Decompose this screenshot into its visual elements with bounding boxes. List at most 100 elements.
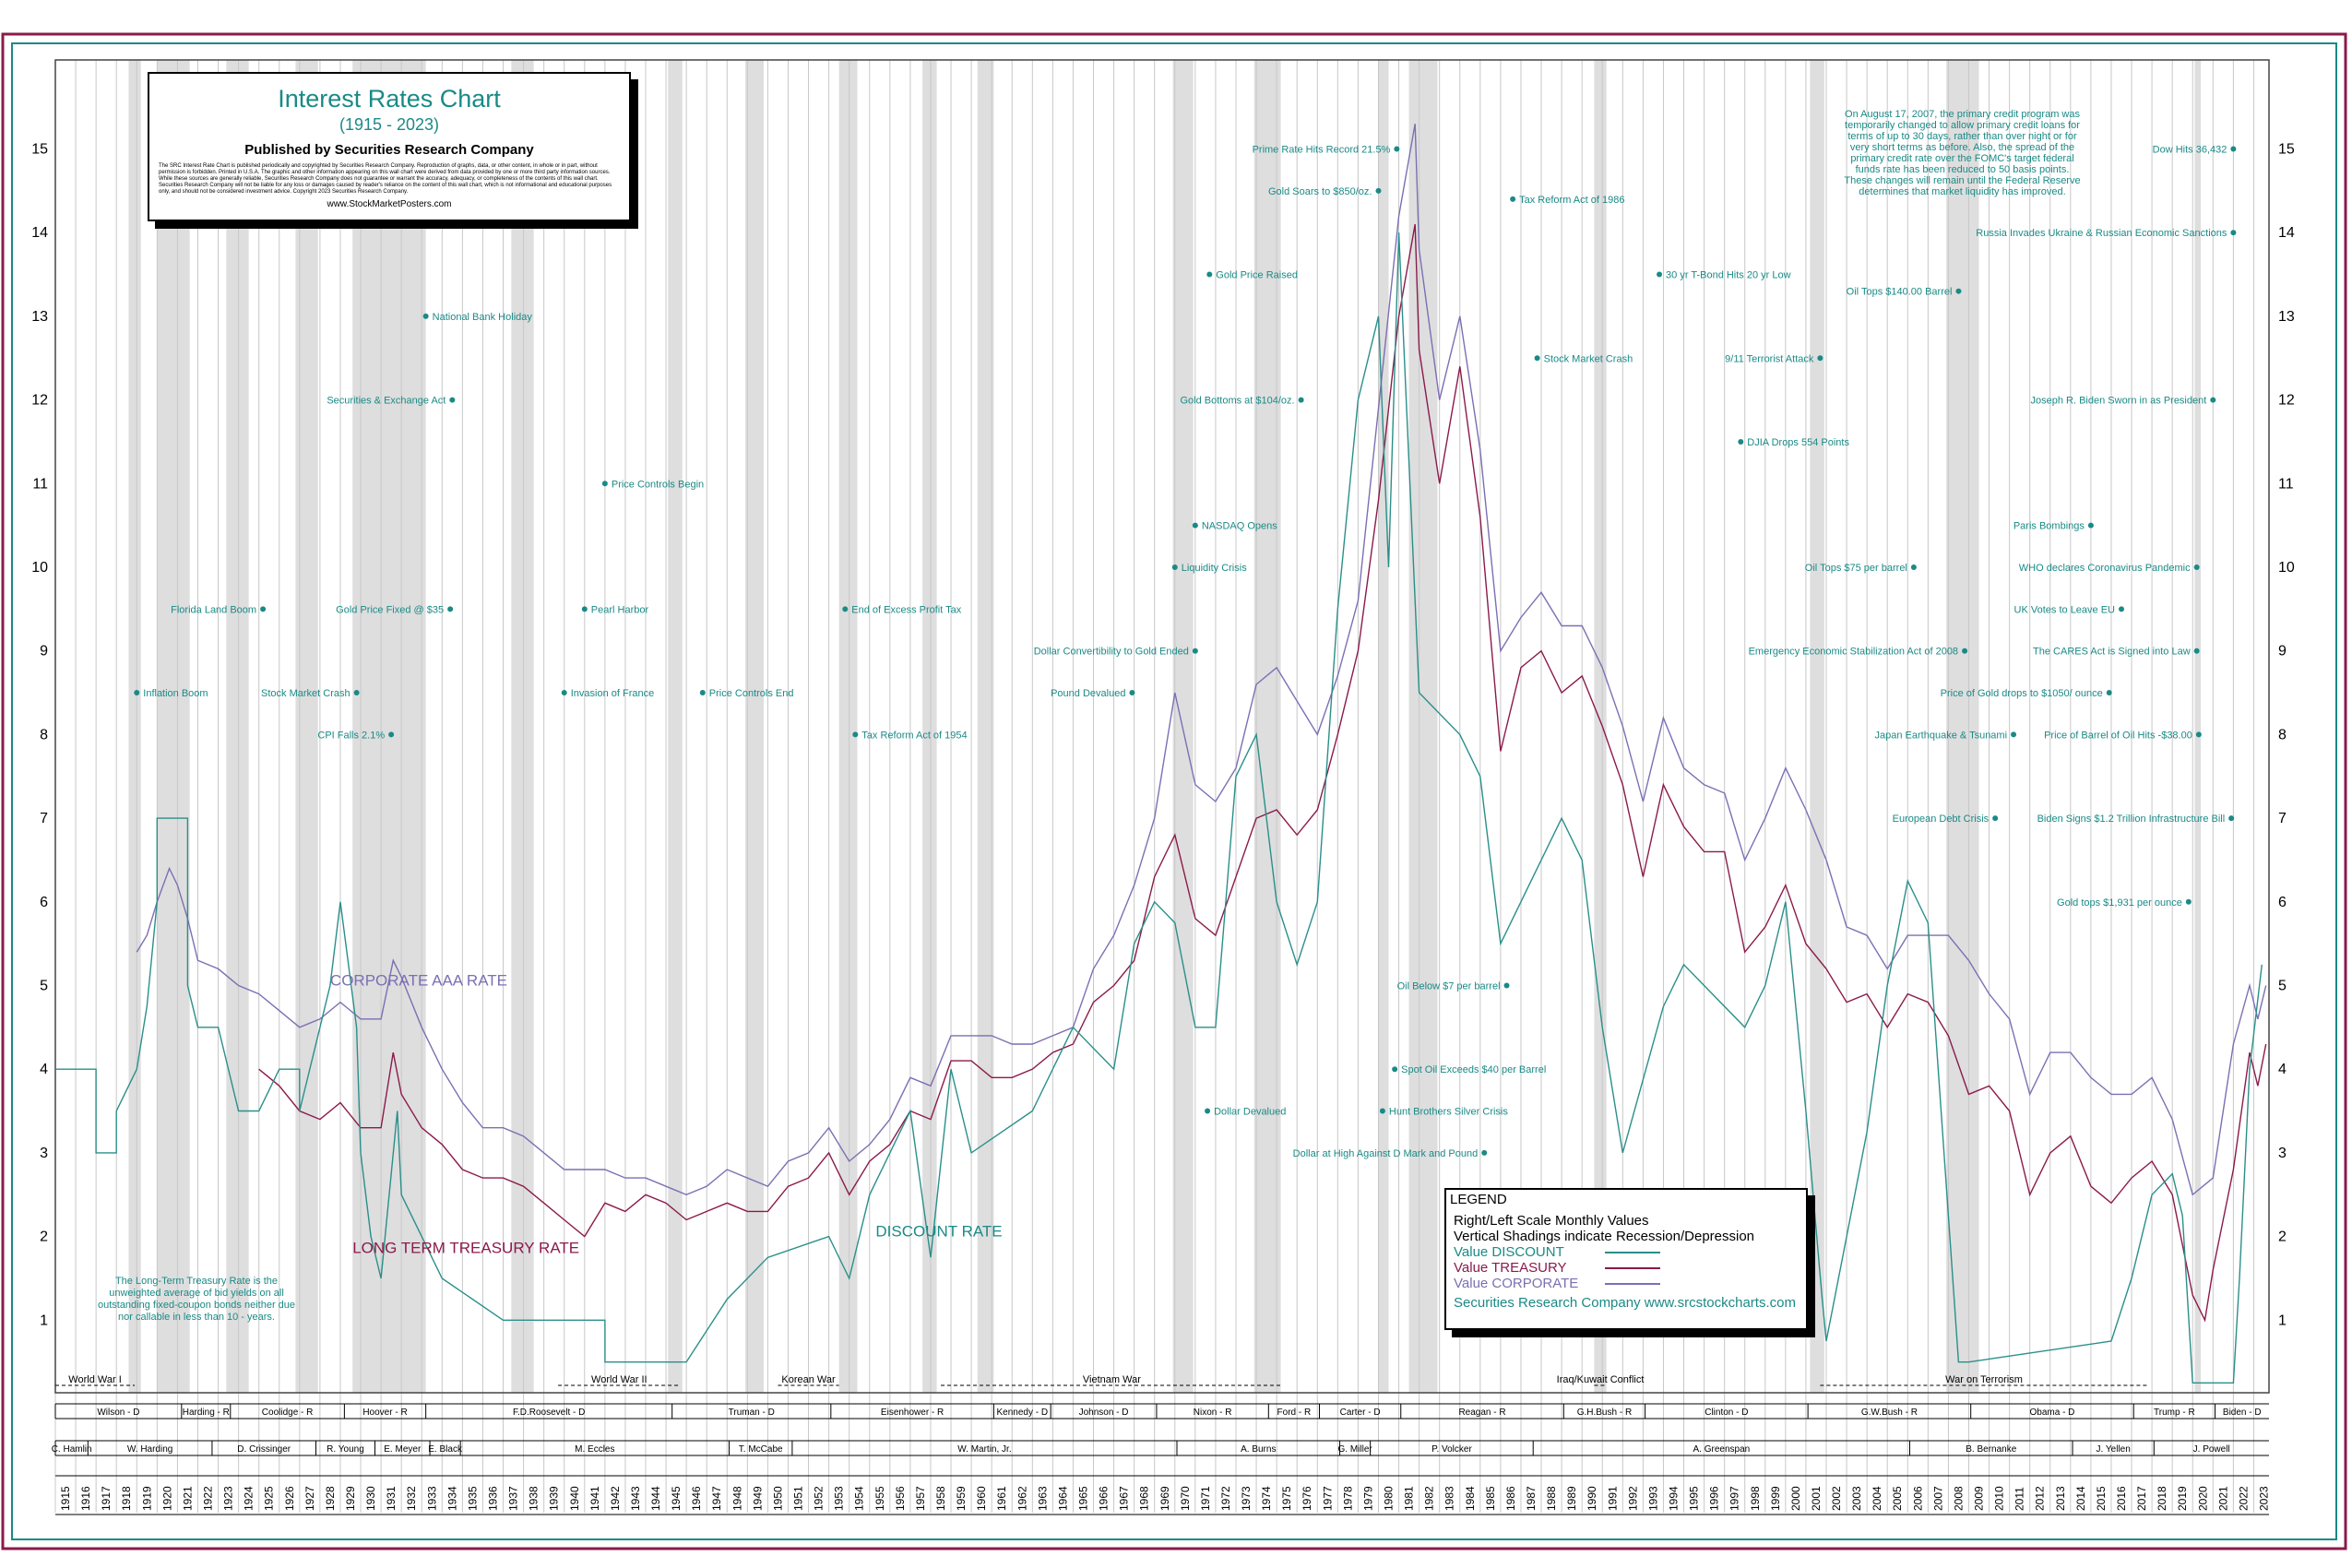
recession-shading [977,60,994,1393]
event-dot [1992,815,1999,822]
president-label: Hoover - R [362,1408,407,1418]
year-label: 1940 [568,1486,581,1511]
y-tick-label-left: 15 [31,142,48,158]
president-label: Nixon - R [1194,1408,1232,1418]
year-label: 1972 [1219,1486,1232,1511]
year-gridlines [54,60,2254,1513]
year-label: 2011 [2013,1487,2026,1511]
event-label: Price Controls End [709,688,794,699]
legend-line-2: Vertical Shadings indicate Recession/Dep… [1454,1229,1755,1244]
event-label: Liquidity Crisis [1182,563,1247,574]
recession-shading [157,60,190,1393]
fed-chair-label: R. Young [327,1444,364,1455]
year-label: 1982 [1423,1486,1436,1511]
fed-chair-label: G. Miller [1337,1444,1372,1455]
year-label: 1927 [303,1486,316,1511]
year-label: 1968 [1138,1486,1151,1511]
year-label: 1986 [1504,1486,1517,1511]
event-label: Invasion of France [571,688,655,699]
event-label: Inflation Boom [143,688,208,699]
year-label: 1957 [914,1486,927,1511]
recession-shading [2194,60,2202,1393]
chart-date-range: (1915 - 2023) [339,115,440,134]
year-label: 2002 [1830,1486,1843,1511]
event-dot [2230,230,2237,236]
year-label: 2006 [1911,1486,1924,1511]
year-label: 1939 [548,1486,561,1511]
year-label: 1989 [1565,1486,1578,1511]
legend: LEGEND Right/Left Scale Monthly Values V… [1444,1188,1808,1330]
president-label: Clinton - D [1705,1408,1748,1418]
legend-item-treasury: Value TREASURY [1454,1260,1806,1276]
year-label: 1916 [79,1486,92,1511]
year-label: 1918 [120,1486,133,1511]
y-tick-label-left: 4 [40,1062,48,1077]
publisher-line: Published by Securities Research Company [244,142,534,158]
event-label: Price of Barrel of Oil Hits -$38.00 [2044,730,2192,741]
y-tick-label-left: 3 [40,1146,48,1161]
year-label: 1996 [1708,1486,1721,1511]
y-tick-label-left: 14 [31,225,48,241]
president-label: Truman - D [729,1408,775,1418]
event-dot [1394,146,1400,152]
y-tick-label-left: 9 [40,644,48,659]
president-label: Ford - R [1277,1408,1312,1418]
event-label: Tax Reform Act of 1954 [861,730,967,741]
year-label: 1974 [1260,1486,1273,1511]
event-label: Price of Gold drops to $1050/ ounce [1941,688,2103,699]
year-label: 1995 [1688,1486,1701,1511]
war-label: Korean War [781,1374,836,1385]
year-label: 1983 [1443,1486,1456,1511]
event-dot [1962,647,1968,654]
event-label: Gold tops $1,931 per ounce [2057,897,2182,909]
fed-chair-label: D. Crissinger [237,1444,291,1455]
year-label: 2003 [1850,1486,1863,1511]
year-label: 1932 [405,1486,418,1511]
year-label: 2007 [1931,1486,1944,1511]
y-tick-label-right: 11 [2278,476,2294,492]
event-label: Pearl Harbor [591,604,649,615]
y-tick-label-right: 2 [2278,1229,2287,1245]
event-label: Stock Market Crash [261,688,350,699]
event-label: WHO declares Coronavirus Pandemic [2019,563,2191,574]
year-label: 1960 [975,1486,988,1511]
y-tick-label-left: 10 [31,560,48,576]
year-label: 1941 [588,1486,601,1511]
event-dot [422,313,429,319]
website-url: www.StockMarketPosters.com [327,199,452,209]
event-dot [1206,271,1213,278]
year-label: 1952 [813,1486,826,1511]
event-dot [2230,146,2237,152]
y-tick-label-right: 14 [2278,225,2295,241]
year-label: 1971 [1199,1486,1212,1511]
y-tick-label-right: 4 [2278,1062,2287,1077]
year-label: 1975 [1280,1486,1293,1511]
year-label: 1985 [1484,1486,1497,1511]
legend-heading: LEGEND [1450,1192,1507,1207]
fed-chair-label: J. Yellen [2097,1444,2131,1455]
president-label: Eisenhower - R [881,1408,944,1418]
event-dot [134,690,140,696]
president-label: Carter - D [1340,1408,1381,1418]
year-label: 2010 [1993,1486,2006,1511]
treasury-definition-note: The Long-Term Treasury Rate is the unwei… [97,1276,296,1323]
year-label: 1922 [202,1486,215,1511]
event-label: Oil Below $7 per barrel [1397,981,1501,992]
year-label: 1980 [1383,1486,1396,1511]
event-dot [1910,564,1917,570]
president-label: Coolidge - R [262,1408,314,1418]
event-dot [2195,731,2202,738]
series-line-treasury [258,223,2267,1323]
event-label: Russia Invades Ukraine & Russian Economi… [1976,228,2227,239]
event-label: Emergency Economic Stabilization Act of … [1749,647,1958,658]
president-label: Johnson - D [1079,1408,1129,1418]
y-tick-label-right: 12 [2278,393,2295,409]
year-label: 1964 [1056,1486,1069,1511]
war-label: War on Terrorism [1945,1374,2023,1385]
year-label: 1958 [934,1486,947,1511]
year-label: 1984 [1464,1486,1477,1511]
event-label: Securities & Exchange Act [327,396,445,407]
year-label: 1992 [1626,1486,1639,1511]
outer-frame [1,32,2347,1550]
event-annotations: Inflation Boom Florida Land Boom Stock Mar… [134,145,2237,1159]
